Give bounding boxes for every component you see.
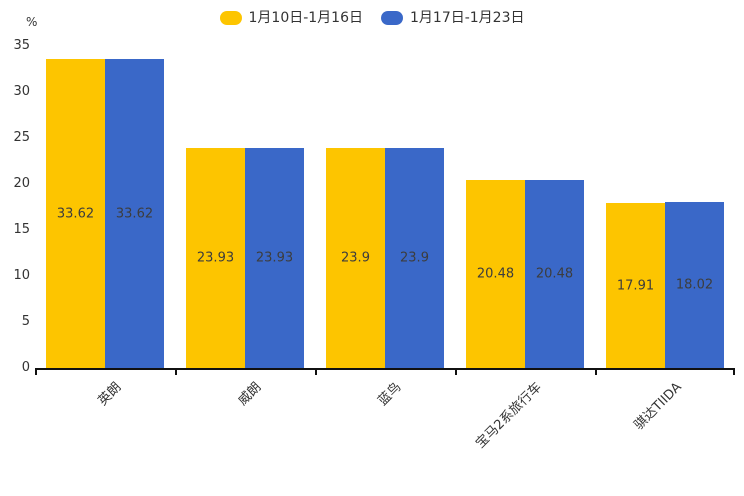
legend-label-week2: 1月17日-1月23日 bbox=[410, 10, 525, 26]
x-axis-line bbox=[35, 368, 735, 370]
y-tick-label: 15 bbox=[13, 222, 30, 237]
y-tick-label: 30 bbox=[13, 84, 30, 99]
y-tick-label: 35 bbox=[13, 38, 30, 53]
x-axis-tick bbox=[175, 368, 177, 375]
x-axis-tick bbox=[455, 368, 457, 375]
bar: 33.62 bbox=[46, 59, 105, 368]
x-axis-tick bbox=[595, 368, 597, 375]
bar: 23.93 bbox=[245, 148, 304, 368]
bar-value-label: 23.93 bbox=[196, 250, 235, 266]
legend-swatch-yellow-icon bbox=[219, 11, 242, 25]
category-label-text: 英朗 bbox=[95, 379, 125, 409]
legend-swatch-blue-icon bbox=[381, 11, 403, 25]
category-label-text: 宝马2系旅行车 bbox=[472, 379, 545, 452]
bar-value-label: 33.62 bbox=[115, 206, 154, 221]
y-tick-label: 5 bbox=[21, 314, 30, 329]
category-label-text: 威朗 bbox=[235, 379, 265, 409]
y-tick-label: 0 bbox=[21, 360, 30, 375]
legend-item-week2[interactable]: 1月17日-1月23日 bbox=[381, 10, 525, 26]
bar-value-label: 20.48 bbox=[535, 266, 574, 282]
bar: 20.48 bbox=[525, 180, 584, 368]
legend-item-week1[interactable]: 1月10日-1月16日 bbox=[219, 10, 364, 26]
bar-value-label: 20.48 bbox=[476, 266, 515, 282]
bar: 17.91 bbox=[606, 203, 665, 368]
bar-value-label: 23.9 bbox=[400, 250, 429, 266]
bar-value-label: 23.93 bbox=[255, 250, 294, 266]
x-axis-tick bbox=[315, 368, 317, 375]
bar-value-label: 33.62 bbox=[56, 206, 95, 221]
y-tick-label: 10 bbox=[13, 268, 30, 283]
y-axis-unit-label: % bbox=[26, 15, 38, 29]
x-axis-tick bbox=[733, 368, 735, 375]
y-tick-label: 25 bbox=[13, 130, 30, 145]
x-axis-tick bbox=[35, 368, 37, 375]
bar: 18.02 bbox=[665, 202, 724, 368]
bar: 33.62 bbox=[105, 59, 164, 368]
bar: 23.93 bbox=[186, 148, 245, 368]
bar-value-label: 18.02 bbox=[675, 277, 714, 293]
bar-value-label: 17.91 bbox=[616, 278, 655, 293]
bar: 23.9 bbox=[326, 148, 385, 368]
legend: 1月10日-1月16日 1月17日-1月23日 bbox=[0, 9, 744, 27]
y-tick-label: 20 bbox=[13, 176, 30, 191]
bar: 20.48 bbox=[466, 180, 525, 368]
category-label-text: 骐达TIIDA bbox=[631, 379, 685, 434]
category-label-text: 蓝鸟 bbox=[375, 379, 405, 409]
bar: 23.9 bbox=[385, 148, 444, 368]
bar-value-label: 23.9 bbox=[341, 250, 370, 266]
legend-label-week1: 1月10日-1月16日 bbox=[248, 10, 364, 26]
